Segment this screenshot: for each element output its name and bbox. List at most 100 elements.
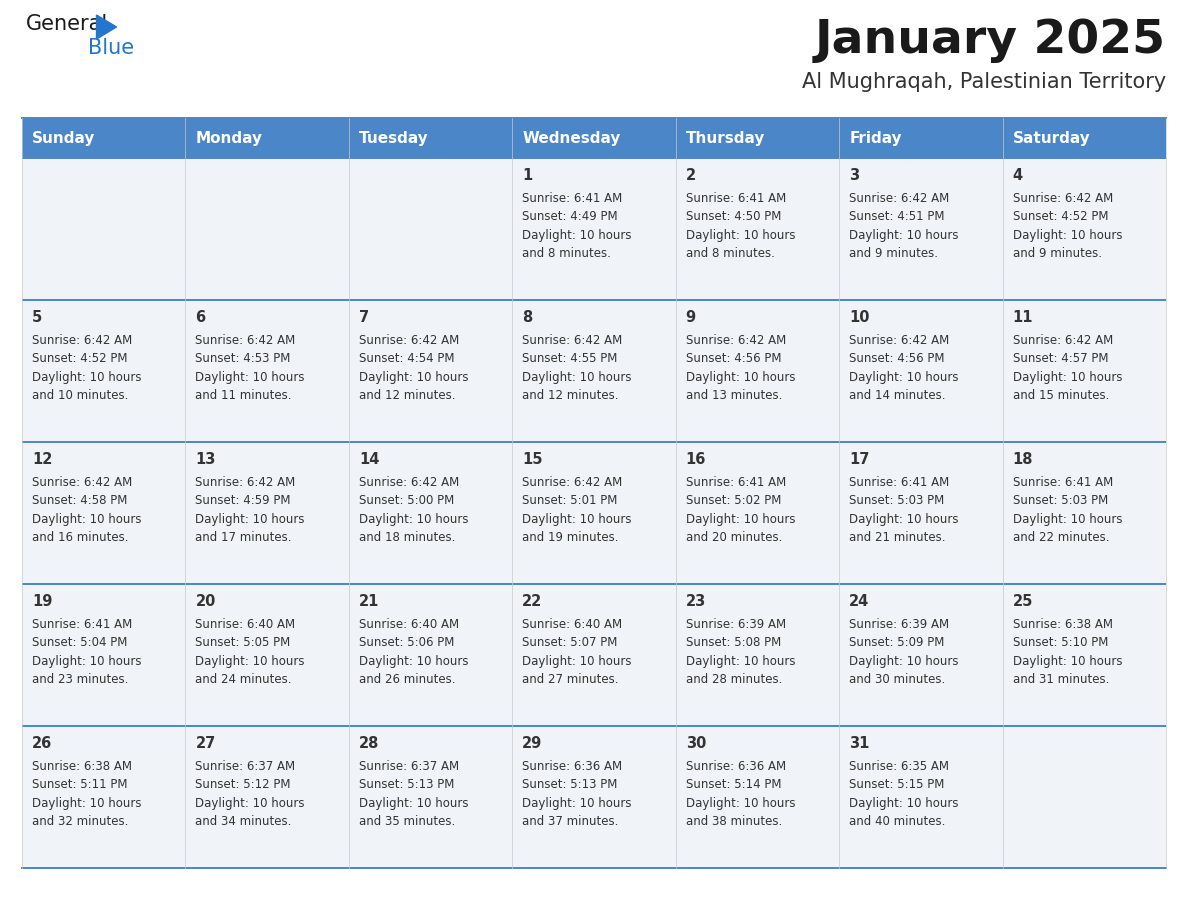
Text: Daylight: 10 hours: Daylight: 10 hours — [685, 229, 795, 241]
Bar — [23, 300, 1165, 442]
Text: 25: 25 — [1012, 594, 1032, 609]
Text: Sunset: 5:04 PM: Sunset: 5:04 PM — [32, 636, 127, 649]
Text: Daylight: 10 hours: Daylight: 10 hours — [849, 512, 959, 525]
Text: Sunrise: 6:38 AM: Sunrise: 6:38 AM — [1012, 618, 1113, 631]
Text: Daylight: 10 hours: Daylight: 10 hours — [523, 229, 632, 241]
Text: Daylight: 10 hours: Daylight: 10 hours — [359, 655, 468, 667]
Text: and 31 minutes.: and 31 minutes. — [1012, 673, 1108, 686]
Text: Sunrise: 6:42 AM: Sunrise: 6:42 AM — [32, 476, 132, 488]
Text: Saturday: Saturday — [1012, 130, 1091, 145]
Text: Sunset: 4:49 PM: Sunset: 4:49 PM — [523, 210, 618, 223]
Text: Sunrise: 6:41 AM: Sunrise: 6:41 AM — [32, 618, 132, 631]
Text: and 18 minutes.: and 18 minutes. — [359, 531, 455, 544]
Text: and 12 minutes.: and 12 minutes. — [359, 389, 455, 402]
Text: Sunset: 5:03 PM: Sunset: 5:03 PM — [849, 494, 944, 507]
Text: Sunset: 4:56 PM: Sunset: 4:56 PM — [849, 352, 944, 365]
Text: Wednesday: Wednesday — [523, 130, 620, 145]
Text: 7: 7 — [359, 310, 369, 325]
Text: Sunrise: 6:42 AM: Sunrise: 6:42 AM — [32, 333, 132, 346]
Text: Daylight: 10 hours: Daylight: 10 hours — [849, 655, 959, 667]
Text: Sunrise: 6:38 AM: Sunrise: 6:38 AM — [32, 759, 132, 773]
Text: Sunset: 5:07 PM: Sunset: 5:07 PM — [523, 636, 618, 649]
Text: Daylight: 10 hours: Daylight: 10 hours — [1012, 371, 1123, 384]
Text: Daylight: 10 hours: Daylight: 10 hours — [523, 512, 632, 525]
Text: Daylight: 10 hours: Daylight: 10 hours — [1012, 512, 1123, 525]
Text: Sunday: Sunday — [32, 130, 95, 145]
Text: Sunset: 4:52 PM: Sunset: 4:52 PM — [1012, 210, 1108, 223]
Text: Sunset: 4:57 PM: Sunset: 4:57 PM — [1012, 352, 1108, 365]
Text: Sunset: 5:01 PM: Sunset: 5:01 PM — [523, 494, 618, 507]
Text: Sunset: 5:09 PM: Sunset: 5:09 PM — [849, 636, 944, 649]
Text: 15: 15 — [523, 452, 543, 467]
Text: 14: 14 — [359, 452, 379, 467]
Text: Sunset: 5:06 PM: Sunset: 5:06 PM — [359, 636, 454, 649]
Text: 3: 3 — [849, 168, 859, 183]
Text: and 37 minutes.: and 37 minutes. — [523, 815, 619, 828]
Text: Friday: Friday — [849, 130, 902, 145]
Text: Sunset: 5:00 PM: Sunset: 5:00 PM — [359, 494, 454, 507]
Text: and 11 minutes.: and 11 minutes. — [196, 389, 292, 402]
Text: Sunset: 5:08 PM: Sunset: 5:08 PM — [685, 636, 781, 649]
Text: Sunrise: 6:42 AM: Sunrise: 6:42 AM — [1012, 333, 1113, 346]
Text: Sunrise: 6:35 AM: Sunrise: 6:35 AM — [849, 759, 949, 773]
Text: Daylight: 10 hours: Daylight: 10 hours — [196, 797, 305, 810]
Text: and 30 minutes.: and 30 minutes. — [849, 673, 946, 686]
Text: and 40 minutes.: and 40 minutes. — [849, 815, 946, 828]
Text: and 24 minutes.: and 24 minutes. — [196, 673, 292, 686]
Text: Sunrise: 6:41 AM: Sunrise: 6:41 AM — [1012, 476, 1113, 488]
Text: Daylight: 10 hours: Daylight: 10 hours — [359, 797, 468, 810]
Text: Sunset: 4:58 PM: Sunset: 4:58 PM — [32, 494, 127, 507]
Text: Sunrise: 6:42 AM: Sunrise: 6:42 AM — [523, 333, 623, 346]
Text: 1: 1 — [523, 168, 532, 183]
Text: Sunset: 5:02 PM: Sunset: 5:02 PM — [685, 494, 781, 507]
Text: Sunset: 5:05 PM: Sunset: 5:05 PM — [196, 636, 291, 649]
Text: Sunset: 5:11 PM: Sunset: 5:11 PM — [32, 778, 127, 791]
Text: 16: 16 — [685, 452, 706, 467]
Text: and 14 minutes.: and 14 minutes. — [849, 389, 946, 402]
Text: and 8 minutes.: and 8 minutes. — [523, 247, 611, 260]
Text: and 15 minutes.: and 15 minutes. — [1012, 389, 1108, 402]
Text: Daylight: 10 hours: Daylight: 10 hours — [196, 655, 305, 667]
Text: 8: 8 — [523, 310, 532, 325]
Text: Sunrise: 6:36 AM: Sunrise: 6:36 AM — [685, 759, 785, 773]
Text: Sunset: 4:54 PM: Sunset: 4:54 PM — [359, 352, 454, 365]
Text: Sunrise: 6:41 AM: Sunrise: 6:41 AM — [849, 476, 949, 488]
Text: Sunset: 4:50 PM: Sunset: 4:50 PM — [685, 210, 781, 223]
Text: Sunrise: 6:41 AM: Sunrise: 6:41 AM — [523, 192, 623, 205]
Text: Daylight: 10 hours: Daylight: 10 hours — [685, 371, 795, 384]
Text: Sunset: 5:03 PM: Sunset: 5:03 PM — [1012, 494, 1108, 507]
Text: 29: 29 — [523, 736, 543, 751]
Text: Sunrise: 6:36 AM: Sunrise: 6:36 AM — [523, 759, 623, 773]
Text: Al Mughraqah, Palestinian Territory: Al Mughraqah, Palestinian Territory — [802, 72, 1165, 92]
Text: 13: 13 — [196, 452, 216, 467]
Polygon shape — [96, 15, 116, 39]
Text: Sunset: 4:51 PM: Sunset: 4:51 PM — [849, 210, 944, 223]
Text: Sunrise: 6:42 AM: Sunrise: 6:42 AM — [196, 476, 296, 488]
Text: 22: 22 — [523, 594, 543, 609]
Text: and 34 minutes.: and 34 minutes. — [196, 815, 292, 828]
Text: Daylight: 10 hours: Daylight: 10 hours — [32, 371, 141, 384]
Text: Daylight: 10 hours: Daylight: 10 hours — [196, 512, 305, 525]
Text: Sunrise: 6:42 AM: Sunrise: 6:42 AM — [1012, 192, 1113, 205]
Text: 4: 4 — [1012, 168, 1023, 183]
Text: 11: 11 — [1012, 310, 1034, 325]
Text: and 12 minutes.: and 12 minutes. — [523, 389, 619, 402]
Text: 5: 5 — [32, 310, 43, 325]
Bar — [23, 158, 1165, 300]
Text: and 28 minutes.: and 28 minutes. — [685, 673, 782, 686]
Text: Daylight: 10 hours: Daylight: 10 hours — [523, 655, 632, 667]
Text: 23: 23 — [685, 594, 706, 609]
Text: Sunset: 4:59 PM: Sunset: 4:59 PM — [196, 494, 291, 507]
Text: 9: 9 — [685, 310, 696, 325]
Text: Daylight: 10 hours: Daylight: 10 hours — [523, 371, 632, 384]
Text: 18: 18 — [1012, 452, 1034, 467]
Text: Daylight: 10 hours: Daylight: 10 hours — [685, 797, 795, 810]
Text: Tuesday: Tuesday — [359, 130, 429, 145]
Text: 2: 2 — [685, 168, 696, 183]
Text: Sunset: 5:15 PM: Sunset: 5:15 PM — [849, 778, 944, 791]
Text: Thursday: Thursday — [685, 130, 765, 145]
Text: Sunrise: 6:40 AM: Sunrise: 6:40 AM — [359, 618, 459, 631]
Text: Sunrise: 6:42 AM: Sunrise: 6:42 AM — [849, 192, 949, 205]
Text: Daylight: 10 hours: Daylight: 10 hours — [32, 655, 141, 667]
Text: Daylight: 10 hours: Daylight: 10 hours — [523, 797, 632, 810]
